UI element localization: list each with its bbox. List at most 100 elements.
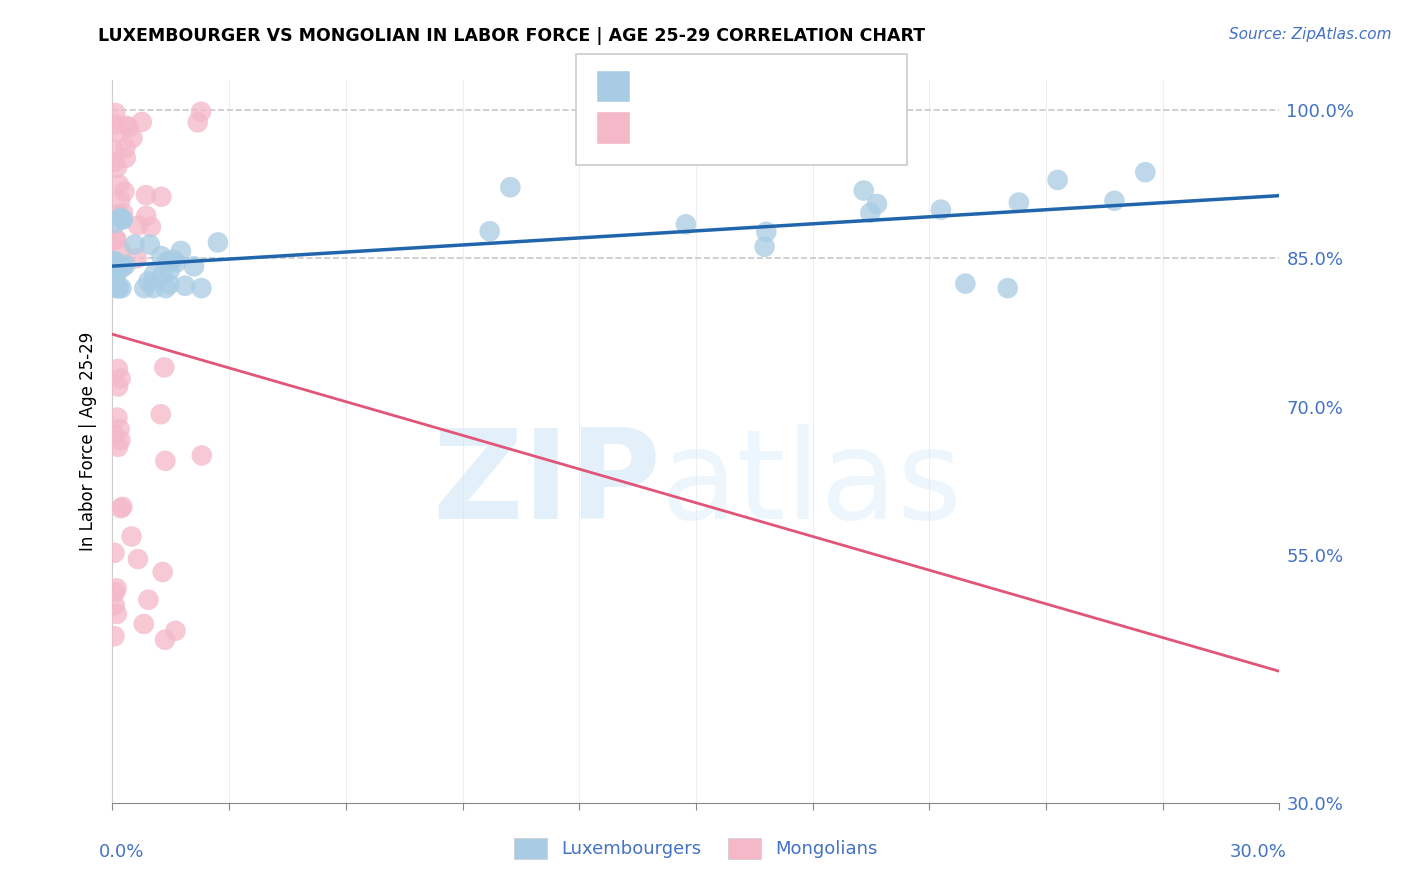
Point: [103, 428, 125, 442]
Point: [107, 281, 129, 295]
Point: [104, 273, 127, 287]
Point: [114, 258, 136, 272]
Point: [134, 281, 156, 295]
Point: [139, 219, 162, 234]
Point: [165, 255, 187, 269]
Point: [1008, 195, 1031, 210]
Point: [103, 546, 125, 560]
Point: [112, 206, 135, 220]
Point: [139, 237, 162, 252]
Point: [153, 632, 176, 647]
Point: [153, 360, 176, 375]
Text: atlas: atlas: [661, 425, 963, 545]
Point: [111, 212, 134, 227]
Point: [1104, 194, 1126, 208]
Point: [103, 254, 125, 268]
Point: [1046, 173, 1069, 187]
Point: [159, 277, 181, 292]
Point: [155, 454, 177, 468]
Point: [115, 119, 138, 133]
Point: [105, 607, 128, 621]
Point: [152, 565, 174, 579]
Point: [104, 216, 127, 230]
Point: [190, 281, 212, 295]
Point: [107, 125, 129, 139]
Point: [112, 185, 135, 199]
Point: [135, 188, 157, 202]
Point: [105, 232, 128, 246]
Point: [114, 141, 136, 155]
Point: [131, 115, 153, 129]
Point: [170, 244, 193, 258]
Text: ZIP: ZIP: [432, 425, 661, 545]
Point: [155, 281, 177, 295]
Point: [105, 410, 128, 425]
Point: [110, 244, 132, 258]
Point: [157, 254, 180, 268]
Point: [859, 206, 882, 220]
Point: [105, 161, 128, 175]
Point: [191, 449, 214, 463]
Point: [108, 178, 131, 192]
Text: 30.0%: 30.0%: [1230, 843, 1286, 861]
Point: [124, 237, 146, 252]
Point: [107, 440, 129, 454]
Point: [165, 624, 187, 638]
Point: [104, 585, 127, 599]
Point: [142, 281, 165, 295]
Point: [478, 224, 501, 238]
Point: [110, 434, 132, 448]
Point: [108, 281, 131, 295]
Point: [107, 362, 129, 376]
Point: [150, 249, 173, 263]
Point: [105, 281, 128, 295]
Text: R = -0.008   N = 55: R = -0.008 N = 55: [637, 118, 830, 136]
Point: [150, 190, 173, 204]
Point: [183, 260, 205, 274]
Point: [190, 104, 212, 119]
Point: [955, 277, 977, 291]
Point: [118, 120, 141, 135]
Legend: Luxembourgers, Mongolians: Luxembourgers, Mongolians: [508, 830, 884, 866]
Text: Source: ZipAtlas.com: Source: ZipAtlas.com: [1229, 27, 1392, 42]
Point: [150, 268, 173, 282]
Point: [143, 267, 166, 281]
Point: [108, 211, 131, 225]
Point: [104, 106, 127, 120]
Point: [110, 281, 132, 295]
Point: [104, 232, 127, 246]
Point: [104, 118, 127, 132]
Point: [121, 529, 143, 543]
Point: [105, 582, 128, 596]
Point: [107, 208, 129, 222]
Point: [110, 501, 132, 516]
Point: [852, 184, 875, 198]
Point: [187, 115, 209, 129]
Point: [174, 278, 197, 293]
Point: [114, 151, 136, 165]
Point: [110, 371, 132, 385]
Point: [103, 629, 125, 643]
Point: [103, 143, 125, 157]
Point: [159, 264, 181, 278]
Point: [1135, 165, 1157, 179]
Point: [127, 219, 149, 233]
Point: [149, 407, 172, 421]
Point: [207, 235, 229, 250]
Point: [104, 598, 127, 612]
Point: [132, 617, 155, 632]
Text: 0.0%: 0.0%: [98, 843, 143, 861]
Point: [997, 281, 1019, 295]
Point: [108, 193, 131, 207]
Point: [111, 212, 134, 227]
Point: [866, 197, 889, 211]
Point: [121, 131, 143, 145]
Point: [103, 260, 125, 275]
Point: [125, 252, 148, 266]
Point: [135, 209, 157, 223]
Point: [103, 155, 125, 169]
Point: [675, 217, 697, 231]
Point: [138, 592, 160, 607]
Point: [754, 240, 776, 254]
Point: [107, 379, 129, 393]
